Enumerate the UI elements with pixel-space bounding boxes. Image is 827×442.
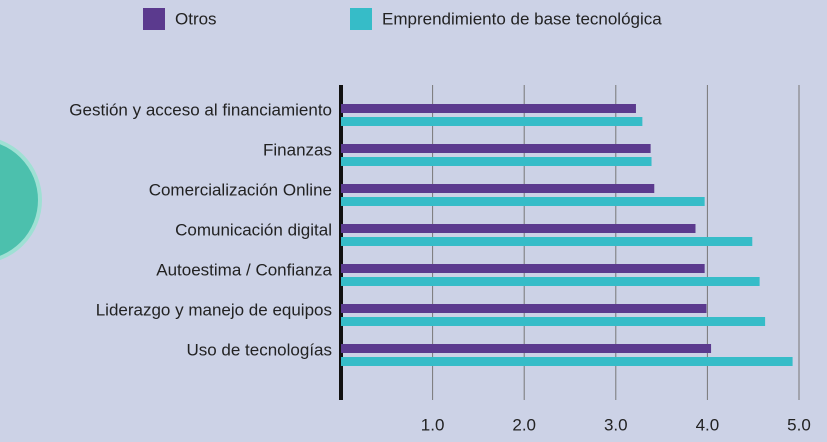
y-tick-label: Gestión y acceso al financiamiento: [69, 100, 332, 119]
bar: [341, 304, 707, 313]
bar: [341, 277, 760, 286]
decoration: [0, 139, 42, 261]
x-tick-label: 3.0: [604, 415, 628, 434]
y-tick-label: Finanzas: [263, 140, 332, 159]
bar: [341, 224, 696, 233]
x-tick-label: 1.0: [421, 415, 445, 434]
bar: [341, 264, 705, 273]
bar: [341, 317, 766, 326]
legend-label: Emprendimiento de base tecnológica: [382, 9, 662, 28]
bar: [341, 237, 753, 246]
legend-label: Otros: [175, 9, 217, 28]
legend-swatch: [350, 8, 372, 30]
bar: [341, 144, 651, 153]
x-tick-label: 4.0: [696, 415, 720, 434]
y-tick-label: Comercialización Online: [149, 180, 332, 199]
bar: [341, 157, 652, 166]
x-tick-label: 5.0: [787, 415, 811, 434]
bar: [341, 197, 705, 206]
x-tick-label: 2.0: [512, 415, 536, 434]
bar: [341, 344, 712, 353]
y-tick-label: Autoestima / Confianza: [156, 260, 332, 279]
legend-swatch: [143, 8, 165, 30]
y-tick-label: Liderazgo y manejo de equipos: [96, 300, 332, 319]
bar: [341, 117, 643, 126]
y-tick-label: Comunicación digital: [175, 220, 332, 239]
bar: [341, 184, 655, 193]
bar: [341, 357, 793, 366]
y-tick-label: Uso de tecnologías: [186, 340, 332, 359]
bar: [341, 104, 636, 113]
